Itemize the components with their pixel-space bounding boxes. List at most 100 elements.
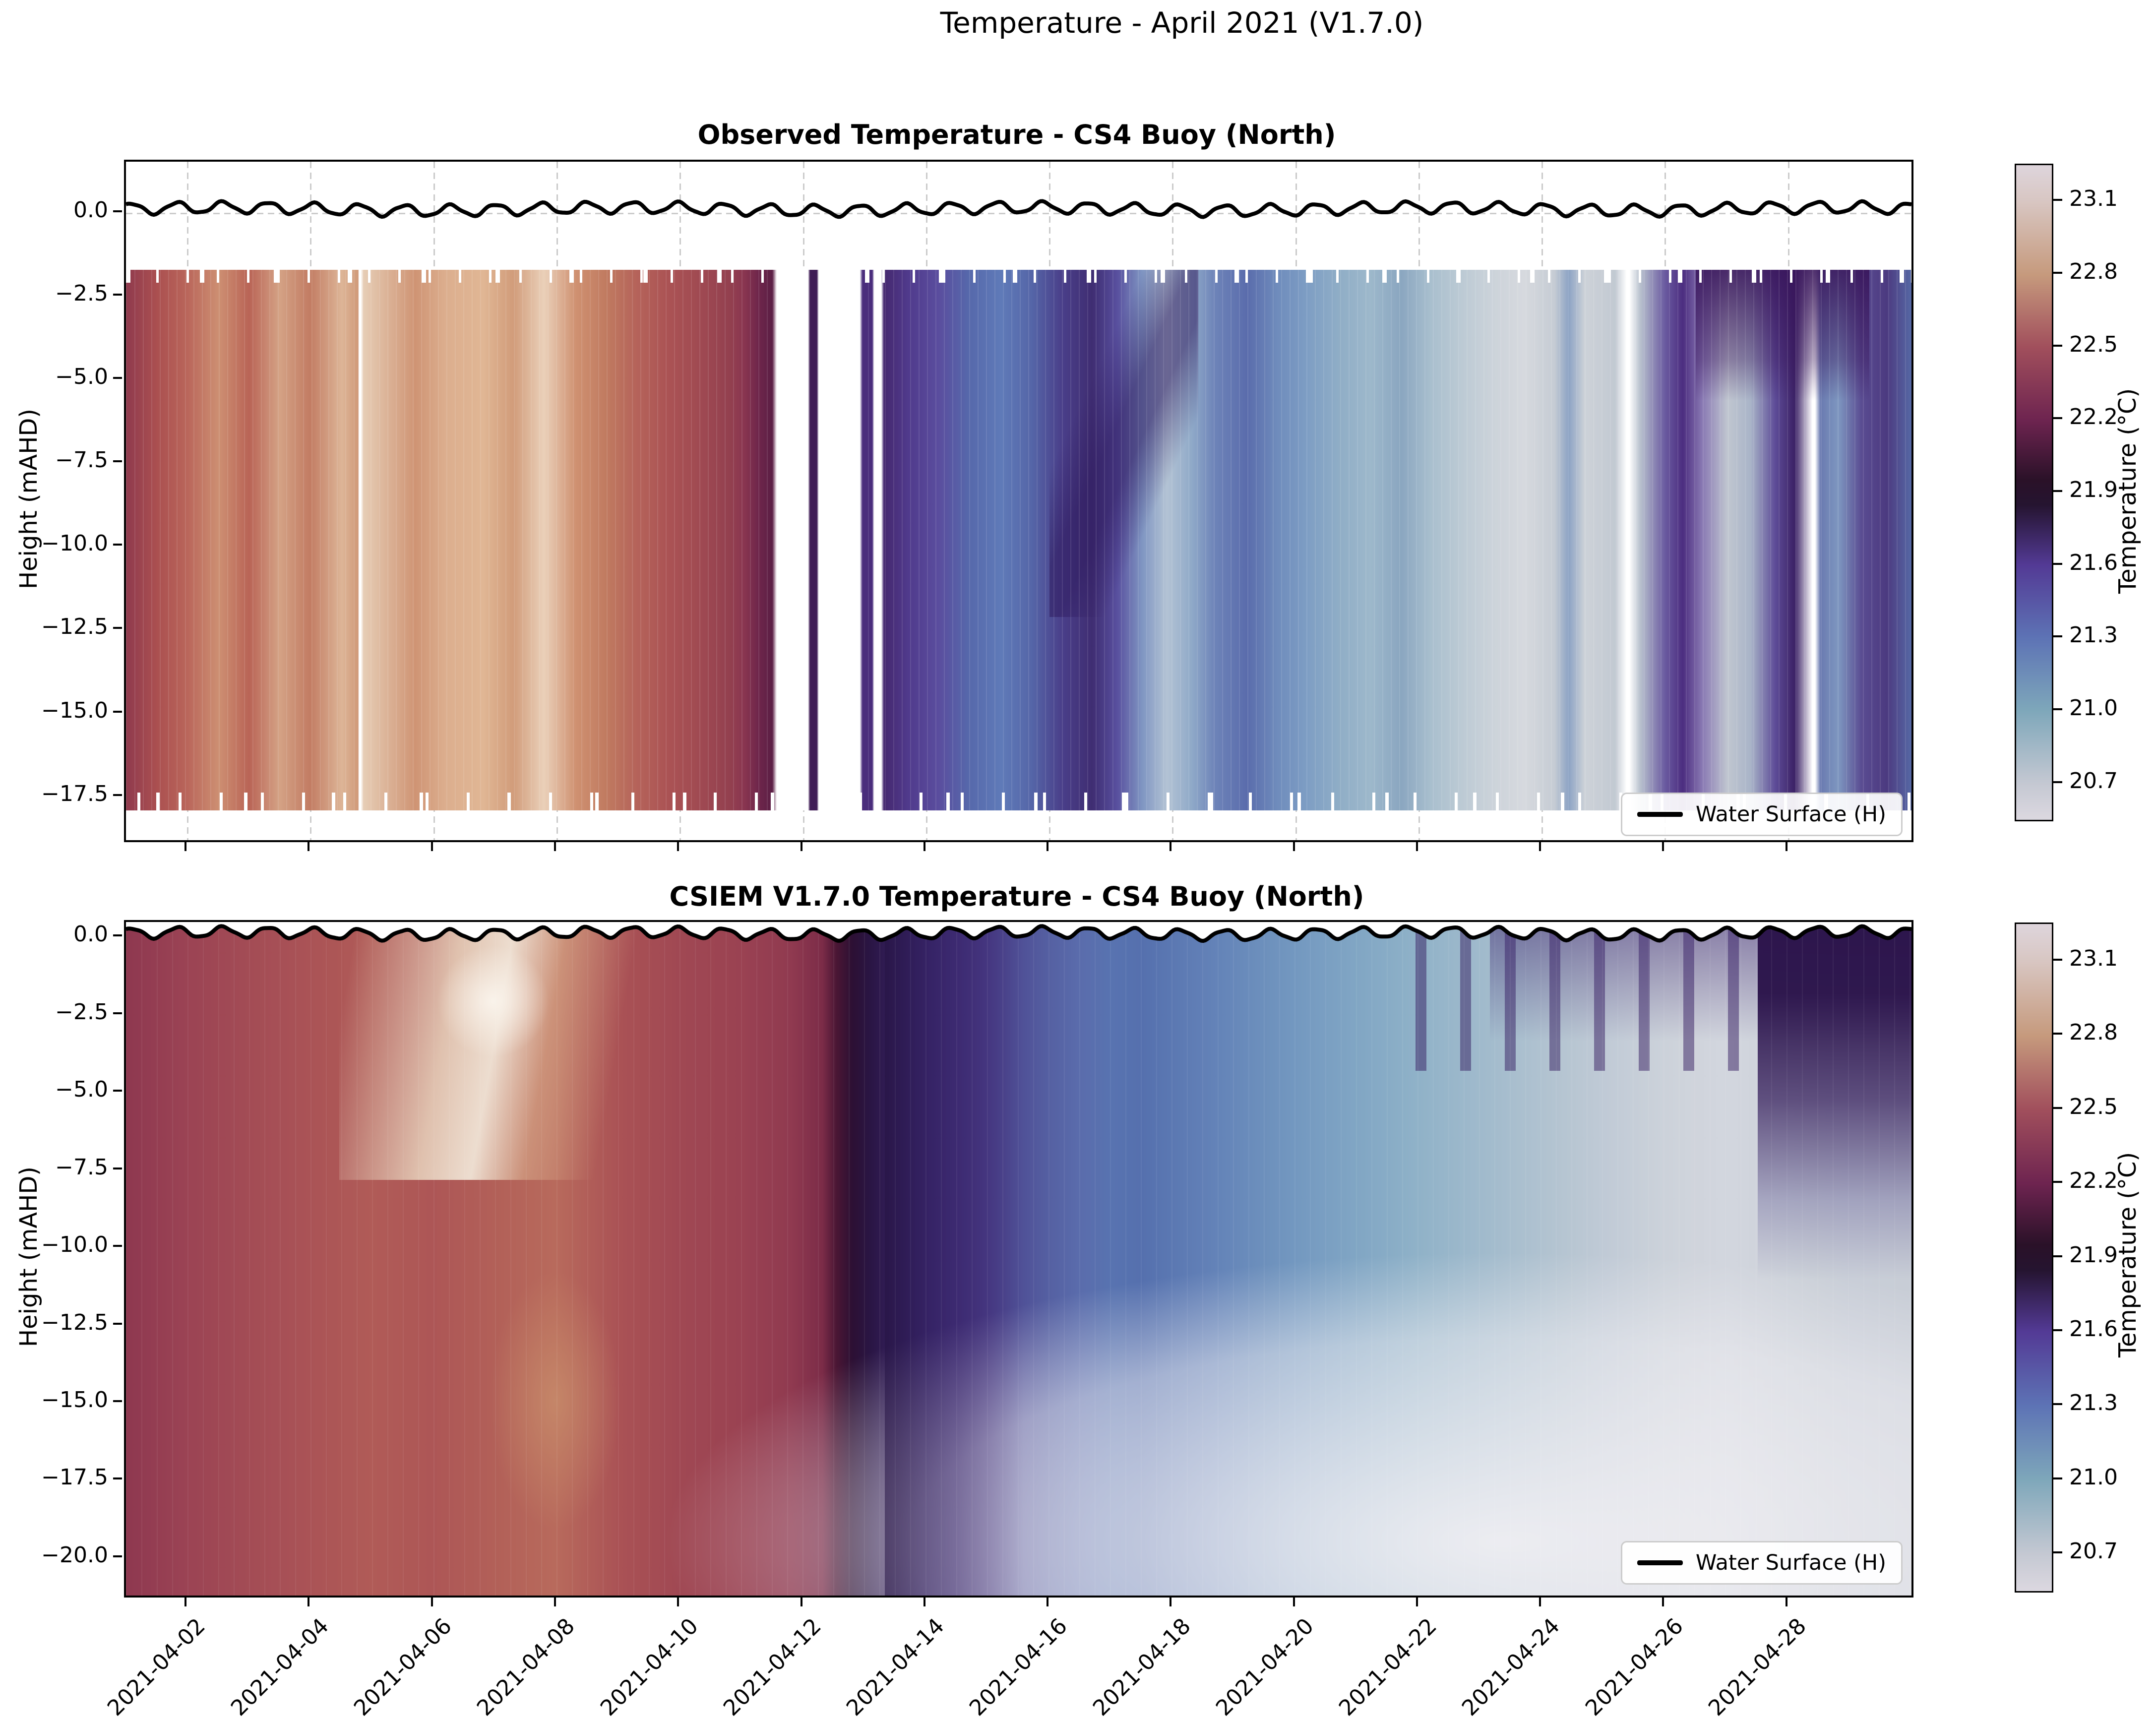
x-tick-mark (800, 1598, 802, 1606)
colorbar-tick-mark (2053, 708, 2062, 710)
colorbar-tick-mark (2053, 490, 2062, 492)
colorbar-tick-mark (2053, 1033, 2062, 1035)
figure-title: Temperature - April 2021 (V1.7.0) (940, 6, 1424, 40)
colorbar-tick-label: 22.2 (2069, 1168, 2118, 1194)
colorbar-tick-label: 22.2 (2069, 404, 2118, 430)
x-tick-mark (1539, 842, 1541, 851)
x-tick-label: 2021-04-16 (965, 1613, 1073, 1721)
x-tick-mark (1047, 842, 1049, 851)
colorbar-tick-mark (2053, 1329, 2062, 1331)
x-tick-mark (1785, 842, 1787, 851)
y-tick-mark (113, 794, 122, 796)
y-tick-label: 0.0 (73, 197, 108, 223)
x-tick-mark (677, 842, 679, 851)
x-tick-mark (923, 1598, 925, 1606)
colorbar-tick-mark (2053, 199, 2062, 201)
x-tick-mark (308, 842, 310, 851)
legend-observed: Water Surface (H) (1620, 793, 1903, 836)
x-tick-mark (1047, 1598, 1049, 1606)
y-tick-label: −7.5 (55, 1154, 108, 1180)
colorbar-tick-mark (2053, 417, 2062, 420)
colorbar-tick-label: 21.6 (2069, 1316, 2118, 1342)
x-tick-label: 2021-04-02 (103, 1613, 211, 1721)
x-tick-mark (554, 842, 556, 851)
y-tick-label: −15.0 (41, 697, 108, 723)
x-tick-label: 2021-04-12 (718, 1613, 826, 1721)
x-tick-mark (1785, 1598, 1787, 1606)
y-tick-label: −7.5 (55, 447, 108, 473)
y-tick-label: −15.0 (41, 1387, 108, 1413)
colorbar-tick-label: 21.9 (2069, 477, 2118, 502)
y-tick-label: −5.0 (55, 364, 108, 390)
colorbar-model-label: Temperature (°C) (2114, 1152, 2142, 1358)
y-tick-label: −17.5 (41, 781, 108, 806)
y-tick-mark (113, 210, 122, 213)
y-tick-label: −2.5 (55, 281, 108, 307)
x-tick-mark (800, 842, 802, 851)
x-tick-label: 2021-04-22 (1334, 1613, 1442, 1721)
x-tick-mark (185, 1598, 187, 1606)
x-tick-label: 2021-04-26 (1580, 1613, 1688, 1721)
x-tick-mark (1170, 1598, 1172, 1606)
x-tick-mark (1539, 1598, 1541, 1606)
y-tick-mark (113, 1245, 122, 1247)
y-tick-mark (113, 1322, 122, 1325)
colorbar-tick-mark (2053, 635, 2062, 638)
x-tick-mark (1293, 1598, 1295, 1606)
white-area-above-water-surface (126, 922, 1911, 941)
x-tick-mark (1416, 1598, 1418, 1606)
observed-heatmap-ragged-bottom-edge (126, 793, 1911, 810)
x-tick-mark (1416, 842, 1418, 851)
x-tick-label: 2021-04-20 (1211, 1613, 1319, 1721)
colorbar-tick-mark (2053, 958, 2062, 961)
colorbar-tick-label: 22.5 (2069, 331, 2118, 357)
y-tick-label: −12.5 (41, 1309, 108, 1335)
y-tick-mark (113, 460, 122, 463)
colorbar-tick-label: 22.8 (2069, 259, 2118, 284)
colorbar-observed-label: Temperature (°C) (2114, 388, 2142, 594)
x-tick-label: 2021-04-04 (226, 1613, 334, 1721)
colorbar-tick-label: 20.7 (2069, 1538, 2118, 1564)
legend-label: Water Surface (H) (1695, 802, 1886, 827)
y-tick-mark (113, 710, 122, 713)
water-surface-legend-line-icon (1637, 812, 1683, 817)
colorbar-tick-label: 21.3 (2069, 1390, 2118, 1416)
colorbar-tick-mark (2053, 344, 2062, 347)
y-tick-label: 0.0 (73, 922, 108, 947)
colorbar-tick-label: 22.8 (2069, 1020, 2118, 1046)
colorbar-tick-mark (2053, 781, 2062, 783)
observed-axes: Water Surface (H) (124, 160, 1913, 842)
colorbar-tick-label: 22.5 (2069, 1094, 2118, 1119)
x-tick-mark (554, 1598, 556, 1606)
y-tick-mark (113, 1090, 122, 1092)
y-tick-mark (113, 1012, 122, 1014)
x-tick-mark (1170, 842, 1172, 851)
model-axes: Water Surface (H) (124, 920, 1913, 1598)
x-tick-mark (431, 1598, 433, 1606)
y-tick-mark (113, 1477, 122, 1480)
colorbar-tick-label: 21.3 (2069, 622, 2118, 648)
x-tick-mark (677, 1598, 679, 1606)
colorbar-tick-mark (2053, 562, 2062, 565)
colorbar-tick-label: 21.9 (2069, 1242, 2118, 1268)
y-tick-label: −12.5 (41, 614, 108, 640)
x-tick-label: 2021-04-28 (1703, 1613, 1811, 1721)
x-tick-mark (431, 842, 433, 851)
y-tick-mark (113, 544, 122, 546)
y-tick-mark (113, 1167, 122, 1169)
colorbar-tick-label: 21.0 (2069, 695, 2118, 721)
x-tick-label: 2021-04-14 (841, 1613, 949, 1721)
y-tick-label: −10.0 (41, 1232, 108, 1258)
colorbar-tick-mark (2053, 1181, 2062, 1183)
y-tick-label: −5.0 (55, 1077, 108, 1103)
colorbar-model (2015, 922, 2053, 1593)
colorbar-tick-mark (2053, 1551, 2062, 1554)
y-tick-mark (113, 934, 122, 937)
colorbar-tick-label: 23.1 (2069, 186, 2118, 212)
x-tick-mark (1293, 842, 1295, 851)
colorbar-tick-label: 20.7 (2069, 768, 2118, 794)
water-surface-line (126, 199, 1911, 219)
observed-y-axis-label: Height (mAHD) (15, 408, 43, 590)
colorbar-tick-label: 21.0 (2069, 1464, 2118, 1490)
colorbar-tick-mark (2053, 1255, 2062, 1257)
